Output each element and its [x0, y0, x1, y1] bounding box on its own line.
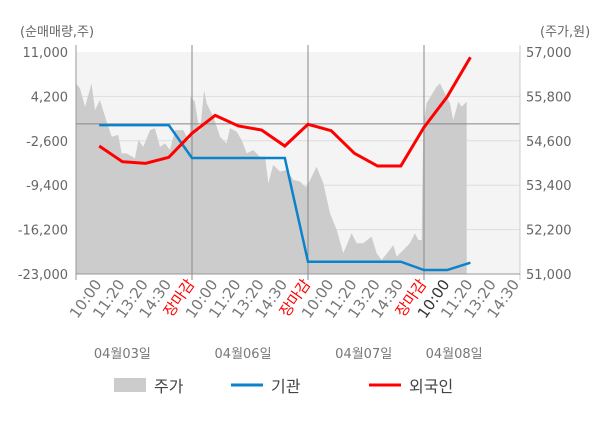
right-tick-label: 51,000	[526, 268, 572, 283]
left-tick-label: -9,400	[26, 179, 68, 194]
foreign-line	[98, 56, 472, 168]
price-area	[76, 83, 467, 274]
left-tick-label: 11,000	[23, 46, 69, 61]
legend: 주가 기관 외국인	[114, 377, 453, 396]
left-tick-label: 4,200	[31, 90, 68, 105]
right-tick-label: 55,800	[526, 90, 572, 105]
right-tick-label: 54,600	[526, 135, 572, 150]
right-tick-label: 57,000	[526, 46, 572, 61]
left-tick-label: -23,000	[18, 268, 68, 283]
legend-label-foreign: 외국인	[409, 377, 453, 396]
right-tick-label: 52,200	[526, 224, 572, 239]
day-label: 04월08일	[426, 347, 483, 362]
right-tick-label: 53,400	[526, 179, 572, 194]
legend-label-institution: 기관	[271, 377, 301, 396]
right-axis-label: (주가,원)	[540, 25, 590, 40]
institution-line	[99, 123, 471, 272]
legend-label-price: 주가	[154, 377, 184, 396]
day-label: 04월06일	[215, 347, 272, 362]
left-tick-label: -16,200	[18, 224, 68, 239]
day-label: 04월07일	[335, 347, 392, 362]
legend-swatch-price	[114, 378, 146, 392]
day-label: 04월03일	[94, 347, 151, 362]
left-axis-label: (순매매량,주)	[20, 25, 94, 40]
left-tick-label: -2,600	[26, 135, 68, 150]
